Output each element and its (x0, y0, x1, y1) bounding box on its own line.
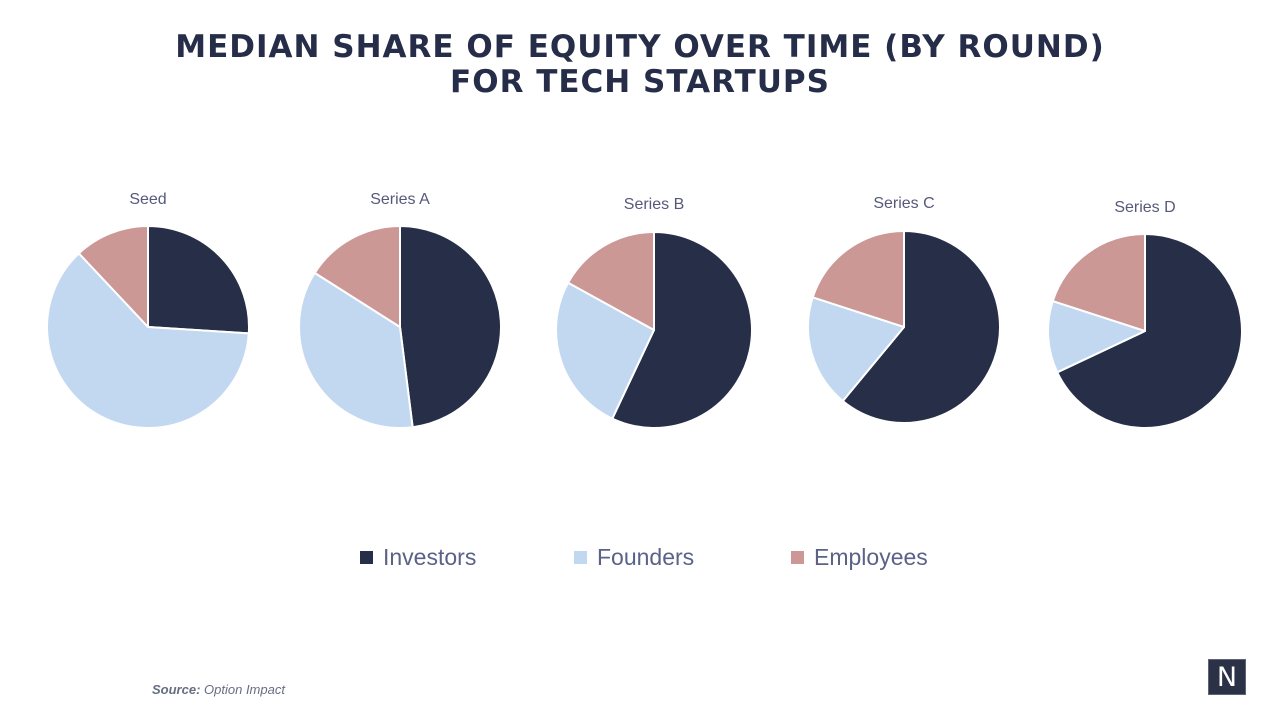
title-line-2: FOR TECH STARTUPS (450, 64, 830, 100)
slice-employees (313, 225, 401, 328)
legend-item-founders: Founders (574, 544, 694, 571)
source-text: Option Impact (204, 682, 285, 697)
pie-series-b: Series B (555, 196, 753, 429)
legend-label-founders: Founders (597, 544, 695, 570)
slice-investors (1056, 233, 1243, 429)
legend-label-investors: Investors (383, 544, 477, 570)
slice-employees (1051, 233, 1146, 332)
legend-label-employees: Employees (814, 544, 928, 570)
slice-investors (399, 225, 502, 429)
chart-title: MEDIAN SHARE OF EQUITY OVER TIME (BY ROU… (0, 30, 1280, 100)
pie-series-d: Series D (1047, 199, 1243, 429)
slice-employees (811, 230, 905, 328)
pie-series-a: Series A (298, 191, 502, 429)
legend: Investors Founders Employees (0, 544, 1280, 574)
pie-series-c: Series C (807, 195, 1001, 424)
slice-founders (807, 296, 905, 402)
legend-swatch-employees (791, 551, 804, 564)
slice-investors (841, 230, 1001, 424)
slice-founders (298, 271, 414, 429)
slice-founders (46, 252, 250, 429)
slice-founders (1047, 300, 1146, 374)
legend-swatch-founders (574, 551, 587, 564)
legend-item-employees: Employees (791, 544, 928, 571)
legend-swatch-investors (360, 551, 373, 564)
slice-employees (77, 225, 149, 328)
logo-letter: N (1216, 661, 1238, 693)
source-note: Source: Option Impact (152, 682, 285, 697)
slice-employees (567, 231, 655, 331)
source-label: Source: (152, 682, 201, 697)
pie-label: Seed (129, 191, 166, 208)
pie-seed: Seed (46, 191, 250, 429)
slice-investors (147, 225, 250, 335)
slice-investors (611, 231, 753, 429)
pie-label: Series A (370, 191, 430, 208)
pie-label: Series B (624, 196, 684, 213)
logo: N (1208, 659, 1246, 695)
title-line-1: MEDIAN SHARE OF EQUITY OVER TIME (BY ROU… (175, 29, 1105, 65)
pie-label: Series C (873, 195, 934, 212)
legend-item-investors: Investors (360, 544, 476, 571)
pie-label: Series D (1114, 199, 1175, 216)
